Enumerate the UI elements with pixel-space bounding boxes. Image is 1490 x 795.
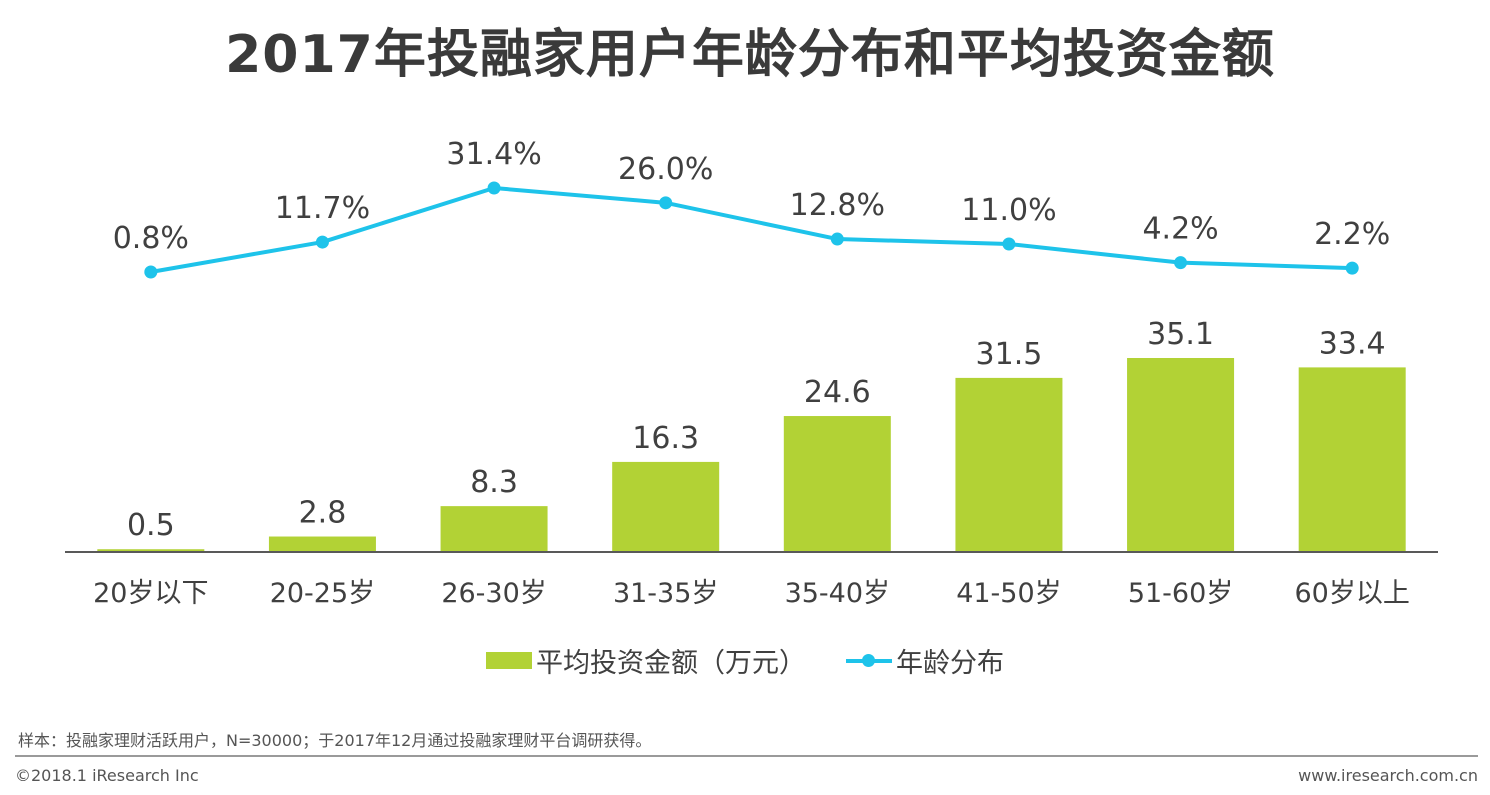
legend-line-label: 年龄分布 xyxy=(896,647,1004,679)
bar-label-8: 33.4 xyxy=(1319,326,1386,361)
x-tick-label-7: 51-60岁 xyxy=(1128,578,1233,609)
x-tick-label-3: 26-30岁 xyxy=(441,578,546,609)
x-axis-tick-labels: 20岁以下 20-25岁 26-30岁 31-35岁 35-40岁 41-50岁 51-60… xyxy=(93,578,1410,609)
age-distribution-line xyxy=(150,186,1353,274)
bar-1 xyxy=(97,549,205,552)
legend-line-swatch xyxy=(846,652,892,669)
line-point-5 xyxy=(830,232,844,246)
legend-item-bar: 平均投资金额（万元） xyxy=(486,641,806,680)
line-data-labels: 0.8% 11.7% 31.4% 26.0% 12.8% 11.0% 4.2% 2.2% xyxy=(113,137,1391,256)
bar-label-5: 24.6 xyxy=(804,375,871,410)
line-label-6: 11.0% xyxy=(961,193,1056,228)
bar-7 xyxy=(1127,358,1235,552)
bar-label-4: 16.3 xyxy=(632,421,699,456)
line-point-8 xyxy=(1345,261,1359,275)
legend: 平均投资金额（万元） 年龄分布 xyxy=(0,640,1490,680)
line-point-1 xyxy=(144,265,158,279)
line-label-1: 0.8% xyxy=(113,221,189,256)
bar-data-labels: 0.5 2.8 8.3 16.3 24.6 31.5 35.1 33.4 xyxy=(127,317,1386,543)
bar-label-1: 0.5 xyxy=(127,508,175,543)
x-tick-label-5: 35-40岁 xyxy=(785,578,890,609)
line-label-3: 31.4% xyxy=(446,137,541,172)
x-tick-label-2: 20-25岁 xyxy=(270,578,375,609)
footer-divider xyxy=(15,755,1478,757)
bar-5 xyxy=(783,416,891,552)
legend-item-line: 年龄分布 xyxy=(846,641,1004,680)
line-series xyxy=(144,181,1359,279)
line-point-4 xyxy=(659,196,673,210)
line-point-6 xyxy=(1002,237,1016,251)
bar-label-7: 35.1 xyxy=(1147,317,1214,352)
chart-title: 2017年投融家用户年龄分布和平均投资金额 xyxy=(225,25,1275,85)
x-tick-label-1: 20岁以下 xyxy=(93,578,208,609)
bar-label-6: 31.5 xyxy=(976,337,1043,372)
line-label-4: 26.0% xyxy=(618,152,713,187)
line-label-7: 4.2% xyxy=(1142,212,1218,247)
line-label-2: 11.7% xyxy=(275,191,370,226)
line-label-8: 2.2% xyxy=(1314,217,1390,252)
bar-label-2: 2.8 xyxy=(299,496,347,531)
line-label-5: 12.8% xyxy=(790,188,885,223)
legend-bar-swatch xyxy=(486,651,532,669)
bar-3 xyxy=(440,506,548,552)
bar-label-3: 8.3 xyxy=(470,465,518,500)
bar-8 xyxy=(1298,367,1406,552)
line-point-7 xyxy=(1174,256,1188,270)
copyright-text: ©2018.1 iResearch Inc xyxy=(15,766,199,785)
x-tick-label-6: 41-50岁 xyxy=(956,578,1061,609)
x-tick-label-4: 31-35岁 xyxy=(613,578,718,609)
line-point-3 xyxy=(487,181,501,195)
sample-note: 样本：投融家理财活跃用户，N=30000；于2017年12月通过投融家理财平台调… xyxy=(18,731,652,750)
bar-series xyxy=(97,358,1406,552)
x-tick-label-8: 60岁以上 xyxy=(1295,578,1410,609)
combo-chart: 0.5 2.8 8.3 16.3 24.6 31.5 35.1 33.4 20岁以下 20-25… xyxy=(65,137,1438,609)
bar-2 xyxy=(268,536,376,552)
legend-bar-label: 平均投资金额（万元） xyxy=(536,647,806,679)
bar-6 xyxy=(955,377,1063,552)
bar-4 xyxy=(612,461,720,552)
line-point-2 xyxy=(315,235,329,249)
website-link[interactable]: www.iresearch.com.cn xyxy=(1298,766,1478,785)
